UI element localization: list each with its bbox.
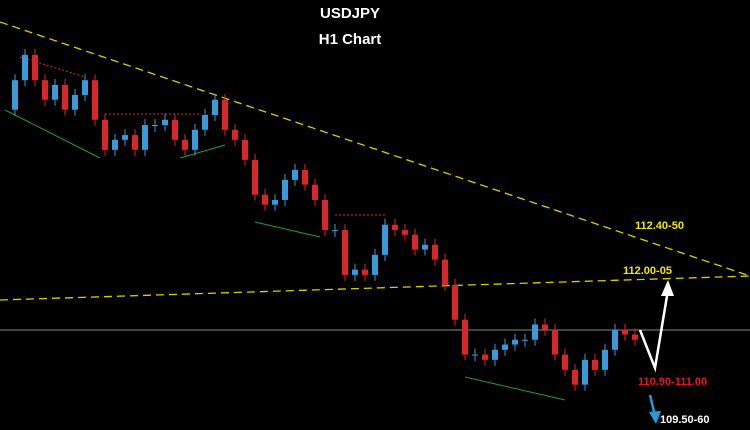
candle-body xyxy=(172,119,178,140)
candle-body xyxy=(122,135,128,140)
resistance-trendline xyxy=(0,21,750,277)
candle-body xyxy=(352,269,358,275)
candle-body xyxy=(632,334,638,340)
candle-body xyxy=(582,359,588,385)
candle-body xyxy=(82,80,88,95)
candle-body xyxy=(472,354,478,356)
candle-body xyxy=(382,224,388,255)
candle-body xyxy=(602,349,608,370)
annotation: 112.00-05 xyxy=(623,265,672,277)
candle-body xyxy=(32,54,38,81)
candle-body xyxy=(222,99,228,130)
candle-body xyxy=(22,54,28,81)
candle-body xyxy=(512,339,518,345)
pattern-line xyxy=(19,56,86,78)
candle-body xyxy=(152,125,158,127)
candle-body xyxy=(432,244,438,260)
candle-body xyxy=(572,369,578,385)
candle-body xyxy=(292,169,298,180)
candle-body xyxy=(532,324,538,340)
candle-body xyxy=(212,99,218,116)
candle-body xyxy=(72,94,78,110)
pattern-line xyxy=(464,376,566,401)
candle-body xyxy=(252,159,258,195)
candle-body xyxy=(332,230,338,232)
candle-body xyxy=(182,139,188,150)
candle-body xyxy=(282,179,288,200)
arrow-head xyxy=(649,411,661,424)
candle-body xyxy=(12,80,18,110)
candle-body xyxy=(392,224,398,231)
candle-body xyxy=(522,339,528,341)
candle-body xyxy=(422,244,428,250)
candle-body xyxy=(442,259,448,285)
chart-title: USDJPY xyxy=(320,5,380,22)
candle-body xyxy=(342,230,348,275)
pattern-line xyxy=(179,144,226,159)
candle-body xyxy=(132,135,138,150)
annotation: 112.40-50 xyxy=(635,220,684,232)
candle-body xyxy=(62,84,68,110)
candle-body xyxy=(372,254,378,275)
candle-body xyxy=(562,354,568,370)
candle-body xyxy=(542,324,548,330)
candle-body xyxy=(92,80,98,120)
candle-body xyxy=(112,139,118,150)
candles xyxy=(12,48,638,391)
candle-body xyxy=(102,119,108,150)
pattern-line xyxy=(4,109,101,159)
candle-body xyxy=(622,329,628,335)
forecast-arrow xyxy=(638,289,670,373)
candle-body xyxy=(412,234,418,250)
candle-body xyxy=(612,329,618,350)
candle-body xyxy=(52,84,58,100)
pattern-line xyxy=(254,221,321,238)
candle-body xyxy=(302,169,308,185)
candle-body xyxy=(272,199,278,205)
candle-body xyxy=(592,359,598,370)
candle-body xyxy=(232,129,238,140)
candle-body xyxy=(492,349,498,360)
candle-body xyxy=(42,80,48,100)
candle-body xyxy=(402,230,408,235)
annotation: 109.50-60 xyxy=(660,414,710,426)
support-trendline xyxy=(0,275,750,301)
candle-body xyxy=(482,354,488,360)
candle-body xyxy=(362,269,368,275)
candle-body xyxy=(552,329,558,355)
candle-body xyxy=(242,139,248,160)
arrow-head xyxy=(661,280,674,296)
candle-body xyxy=(462,319,468,355)
candle-body xyxy=(262,194,268,205)
candle-body xyxy=(202,115,208,130)
annotation: 110.90-111.00 xyxy=(638,376,707,388)
chart-subtitle: H1 Chart xyxy=(319,31,382,48)
candle-body xyxy=(322,199,328,231)
candle-body xyxy=(142,125,148,150)
candle-body xyxy=(312,184,318,200)
candle-body xyxy=(162,119,168,126)
candle-body xyxy=(192,129,198,150)
candle-body xyxy=(452,284,458,320)
candle-body xyxy=(502,344,508,350)
